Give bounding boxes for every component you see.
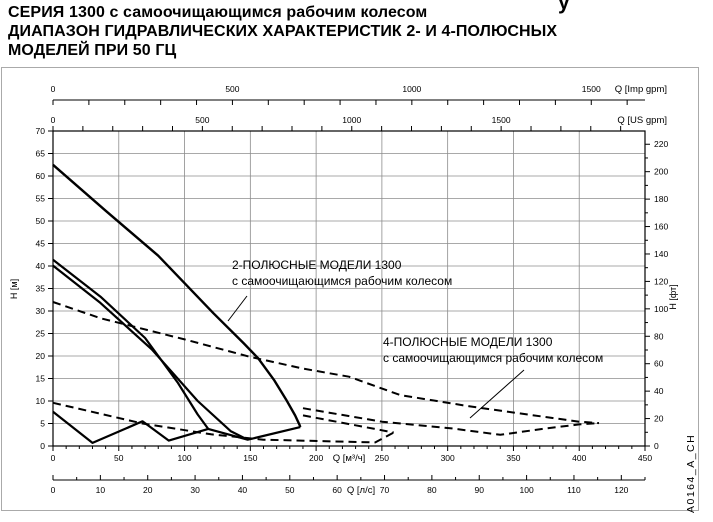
h-m-tick-label: 40	[36, 261, 46, 271]
us-gpm-tick-label: 1000	[342, 115, 361, 125]
h-ft-tick-label: 140	[654, 249, 668, 259]
m3h-tick-label: 100	[177, 453, 191, 463]
page-title-line-1: СЕРИЯ 1300 с самоочищающимся рабочим кол…	[8, 4, 428, 21]
h-ft-tick-label: 100	[654, 304, 668, 314]
ls-tick-label: 40	[238, 485, 248, 495]
h-ft-tick-label: 160	[654, 222, 668, 232]
h-ft-tick-label: 60	[654, 359, 664, 369]
m3h-tick-label: 200	[309, 453, 323, 463]
h-m-tick-label: 65	[36, 149, 46, 159]
h-m-tick-label: 20	[36, 351, 46, 361]
h-m-tick-label: 70	[36, 126, 46, 136]
h-m-tick-label: 0	[40, 441, 45, 451]
ls-tick-label: 0	[51, 485, 56, 495]
imp-gpm-tick-label: 1000	[402, 84, 421, 94]
ls-tick-label: 30	[190, 485, 200, 495]
ls-axis-title: Q [л/с]	[347, 485, 375, 496]
m3h-tick-label: 400	[572, 453, 586, 463]
h-ft-tick-label: 0	[654, 441, 659, 451]
h-m-tick-label: 5	[40, 419, 45, 429]
h-ft-tick-label: 220	[654, 139, 668, 149]
h-m-tick-label: 25	[36, 329, 46, 339]
m3h-tick-label: 0	[51, 453, 56, 463]
curve-pole4-lower-envelope	[52, 401, 395, 444]
h-ft-tick-label: 80	[654, 331, 664, 341]
page-title-line-2: ДИАПАЗОН ГИДРАВЛИЧЕСКИХ ХАРАКТЕРИСТИК 2-…	[8, 23, 558, 40]
h-m-tick-label: 30	[36, 306, 46, 316]
curve-pole2-mid-curve-2	[52, 264, 249, 441]
label-2pole-leader	[227, 295, 248, 322]
h-ft-tick-label: 40	[654, 386, 664, 396]
us-gpm-tick-label: 1500	[492, 115, 511, 125]
ls-tick-label: 10	[96, 485, 106, 495]
imp-gpm-tick-label: 0	[51, 84, 56, 94]
imp-gpm-tick-label: 1500	[582, 84, 601, 94]
curve-pole4-mid-curve-1	[302, 407, 600, 436]
curve-pole4-mid-curve-2	[302, 414, 394, 434]
label-4pole-leader	[469, 369, 525, 419]
m3h-tick-label: 300	[441, 453, 455, 463]
h-m-tick-label: 35	[36, 284, 46, 294]
h-m-tick-label: 10	[36, 396, 46, 406]
h-m-tick-label: 15	[36, 374, 46, 384]
us-gpm-axis-title: Q [US gpm]	[617, 115, 667, 126]
ls-tick-label: 70	[380, 485, 390, 495]
us-gpm-tick-label: 500	[195, 115, 209, 125]
curve-pole4-upper-envelope	[52, 301, 600, 425]
h-m-tick-label: 60	[36, 171, 46, 181]
m3h-tick-label: 50	[114, 453, 124, 463]
ls-tick-label: 80	[427, 485, 437, 495]
ls-tick-label: 100	[520, 485, 534, 495]
label-4pole-text: 4-ПОЛЮСНЫЕ МОДЕЛИ 1300	[383, 335, 553, 349]
label-4pole-text: с самоочищающимся рабочим колесом	[383, 351, 603, 365]
ls-tick-label: 60	[332, 485, 342, 495]
h-ft-tick-label: 200	[654, 167, 668, 177]
page-title-line-3: МОДЕЛЕЙ ПРИ 50 ГЦ	[8, 42, 177, 59]
figure-border	[1, 67, 699, 511]
h-m-tick-label: 50	[36, 216, 46, 226]
m3h-axis-title: Q [м³/ч]	[333, 453, 366, 464]
cropped-header-text-fragment: у	[558, 0, 570, 14]
m3h-tick-label: 350	[506, 453, 520, 463]
h-ft-tick-label: 120	[654, 276, 668, 286]
m3h-tick-label: 150	[243, 453, 257, 463]
imp-gpm-axis-title: Q [Imp gpm]	[615, 84, 667, 95]
ls-tick-label: 120	[614, 485, 628, 495]
page-title: СЕРИЯ 1300 с самоочищающимся рабочим кол…	[8, 3, 708, 60]
label-2pole-text: 2-ПОЛЮСНЫЕ МОДЕЛИ 1300	[232, 258, 402, 272]
m3h-tick-label: 450	[638, 453, 652, 463]
h-m-tick-label: 45	[36, 239, 46, 249]
label-2pole-text: с самоочищающимся рабочим колесом	[232, 274, 452, 288]
ls-tick-label: 50	[285, 485, 295, 495]
imp-gpm-tick-label: 500	[225, 84, 239, 94]
h-ft-tick-label: 180	[654, 194, 668, 204]
ls-tick-label: 110	[567, 485, 581, 495]
ls-tick-label: 20	[143, 485, 153, 495]
h-ft-tick-label: 20	[654, 414, 664, 424]
m3h-tick-label: 250	[375, 453, 389, 463]
us-gpm-tick-label: 0	[51, 115, 56, 125]
h-m-axis-title: H [м]	[9, 279, 19, 299]
h-ft-axis-title: H [фт]	[668, 284, 678, 309]
h-m-tick-label: 55	[36, 194, 46, 204]
figure-code: A0164_A_CH	[685, 434, 697, 513]
curve-pole2-lower-envelope	[52, 410, 301, 444]
ls-tick-label: 90	[475, 485, 485, 495]
